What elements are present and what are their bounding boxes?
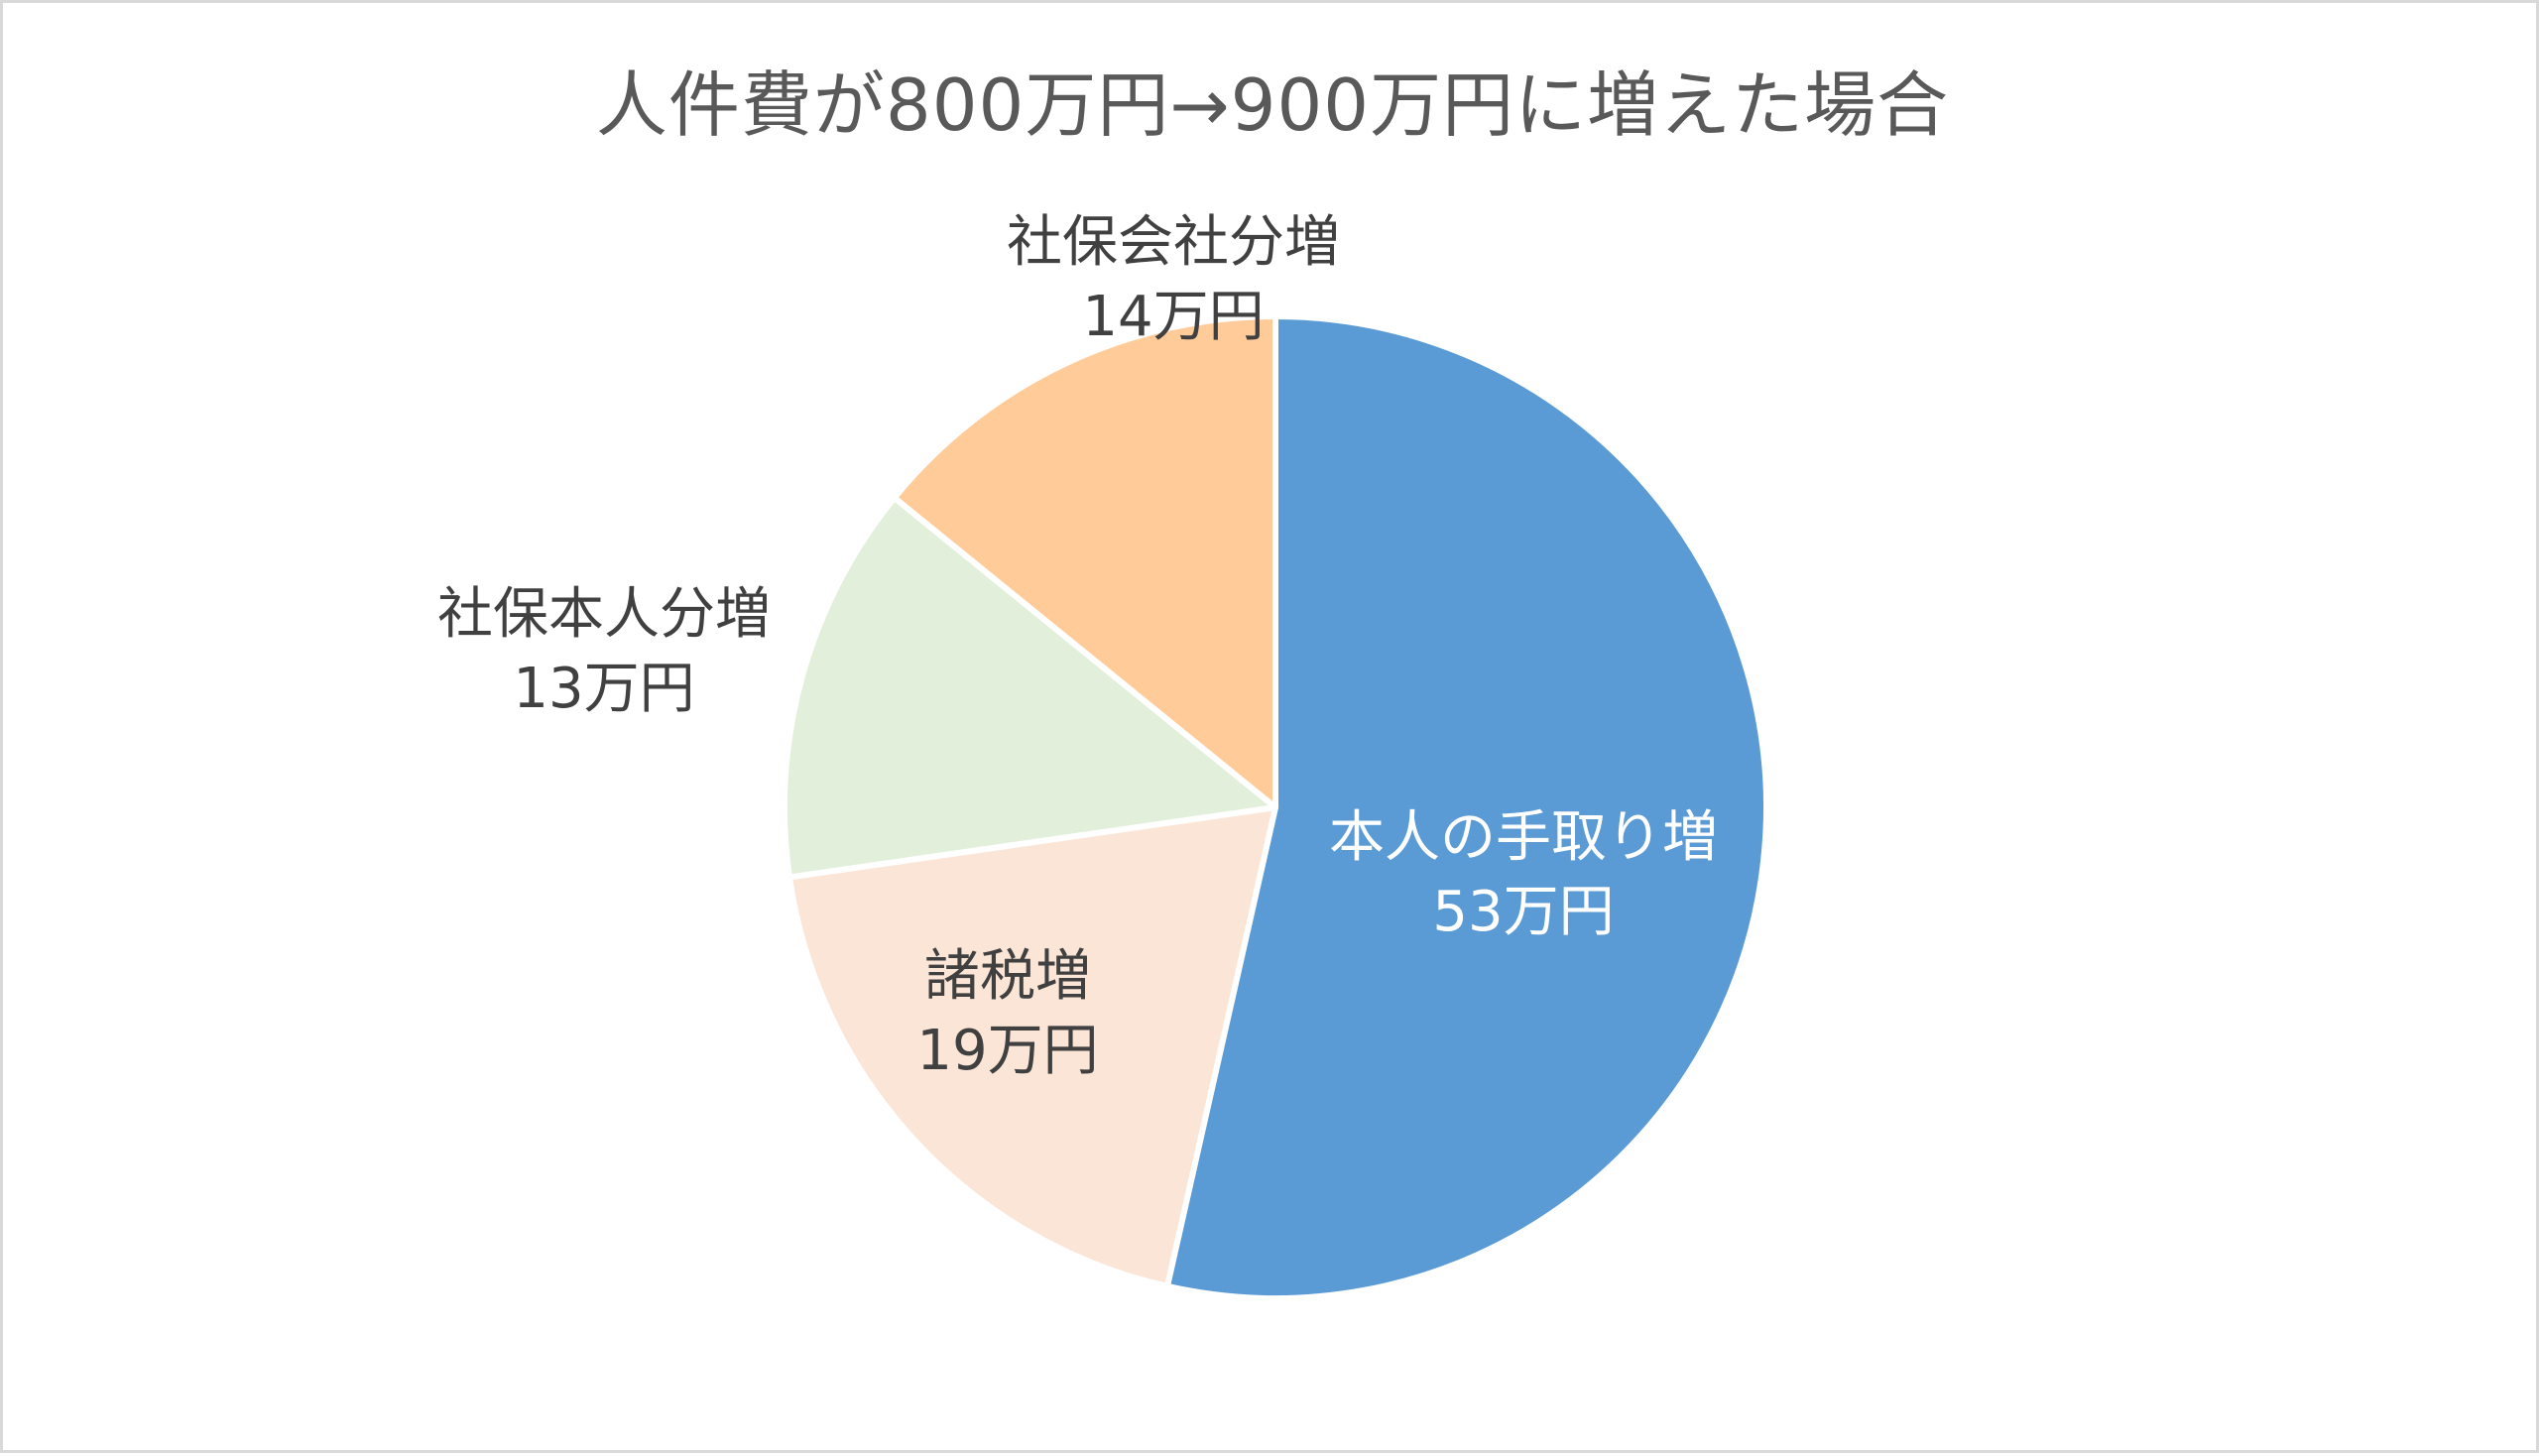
slice-value-label: 13万円 — [513, 657, 694, 721]
pie-slices — [782, 313, 1769, 1301]
slice-category-label: 社保会社分増 — [1007, 210, 1340, 275]
pie-slice-3 — [782, 494, 1278, 881]
pie-slice-2 — [786, 804, 1278, 1289]
slice-value-label: 19万円 — [916, 1019, 1098, 1083]
slice-category-label: 社保本人分増 — [437, 582, 771, 647]
slice-value-label: 14万円 — [1082, 285, 1264, 349]
pie-slice-4 — [891, 313, 1278, 810]
pie-slice-1 — [1163, 313, 1769, 1301]
chart-title: 人件費が800万円→900万円に増えた場合 — [595, 63, 1950, 147]
slice-value-label: 53万円 — [1432, 880, 1614, 944]
slice-category-label: 諸税増 — [924, 944, 1091, 1009]
slice-category-label: 本人の手取り増 — [1329, 805, 1718, 870]
